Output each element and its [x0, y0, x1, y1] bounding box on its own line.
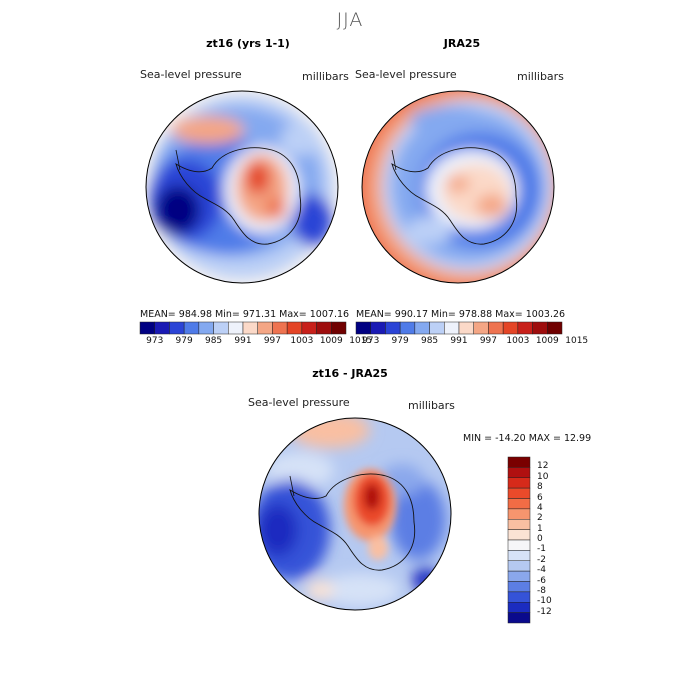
colorbar-tick-label: -1 — [537, 544, 546, 555]
panel-diff-stats: MIN = -14.20 MAX = 12.99 — [463, 433, 592, 444]
colorbar-swatch — [370, 321, 386, 335]
colorbar-tick-label: 12 — [537, 461, 549, 472]
colorbar-swatch — [507, 591, 531, 603]
colorbar-tick-label: 973 — [362, 336, 380, 346]
colorbar-tick-label: 1015 — [349, 336, 373, 346]
colorbar-tick-label: 985 — [204, 336, 223, 346]
colorbar-swatch — [139, 321, 155, 335]
colorbar-swatch — [507, 487, 531, 499]
colorbar-tick-label: -6 — [537, 575, 546, 586]
colorbar-swatch — [242, 321, 258, 335]
colorbar-swatch — [213, 321, 229, 335]
panel-diff-units-label: millibars — [408, 399, 455, 412]
colorbar-swatch — [399, 321, 416, 335]
colorbar-tick-label: 1003 — [290, 336, 314, 346]
colorbar-tick-label: 979 — [175, 336, 193, 346]
colorbar-tick-label: 4 — [537, 502, 543, 513]
colorbar-swatch — [301, 321, 317, 335]
colorbar-swatch — [355, 321, 371, 335]
colorbar-tick-label: -12 — [537, 606, 552, 617]
colorbar-tick-label: -8 — [537, 585, 546, 596]
colorbar-swatch — [385, 321, 401, 335]
colorbar-swatch — [507, 477, 531, 489]
colorbar-tick-label: -10 — [537, 596, 552, 607]
colorbar-swatch — [257, 321, 273, 335]
colorbar-swatch — [444, 321, 460, 335]
colorbar-swatch — [507, 560, 531, 572]
colorbar-swatch — [507, 581, 531, 593]
colorbar-tick-label: 10 — [537, 471, 549, 482]
colorbar-swatch — [507, 570, 531, 582]
colorbar-swatch — [532, 321, 548, 335]
panel-obs-variable-label: Sea-level pressure — [355, 68, 457, 81]
colorbar-swatch — [473, 321, 489, 335]
colorbar-swatch — [507, 539, 531, 551]
colorbar-swatch — [507, 456, 531, 468]
panel-model-title: zt16 (yrs 1-1) — [206, 37, 290, 50]
panel-diff-colorbar-ticks: 12 10 8 6 4 2 1 0 -1 -2 -4 -6 -8 -10 -12 — [537, 456, 577, 626]
panel-diff-title: zt16 - JRA25 — [312, 367, 388, 380]
colorbar-tick-label: 991 — [450, 336, 468, 346]
panel-model-variable-label: Sea-level pressure — [140, 68, 242, 81]
colorbar-tick-label: 1 — [537, 523, 543, 534]
panel-diff-variable-label: Sea-level pressure — [248, 396, 350, 409]
colorbar-swatch — [316, 321, 332, 335]
colorbar-swatch — [507, 550, 531, 561]
colorbar-tick-label: 1009 — [535, 336, 559, 346]
colorbar-tick-label: 1015 — [565, 336, 589, 346]
panel-obs-units-label: millibars — [517, 70, 564, 83]
colorbar-tick-label: 1003 — [506, 336, 530, 346]
panel-model-colorbar-ticks: 973 979 985 991 997 1003 1009 1015 — [146, 336, 372, 348]
colorbar-swatch — [502, 321, 519, 335]
colorbar-tick-label: 973 — [146, 336, 164, 346]
colorbar-swatch — [507, 529, 531, 541]
colorbar-tick-label: -4 — [537, 565, 546, 576]
colorbar-swatch — [331, 321, 347, 335]
colorbar-tick-label: 985 — [420, 336, 439, 346]
colorbar-swatch — [507, 519, 531, 530]
colorbar-tick-label: 997 — [263, 336, 282, 346]
colorbar-swatch — [183, 321, 200, 335]
colorbar-swatch — [414, 321, 430, 335]
colorbar-swatch — [169, 321, 185, 335]
panel-obs-colorbar-ticks: 973 979 985 991 997 1003 1009 1015 — [362, 336, 588, 348]
colorbar-tick-label: 979 — [391, 336, 409, 346]
panel-obs-stats: MEAN= 990.17 Min= 978.88 Max= 1003.26 — [356, 309, 566, 320]
colorbar-swatch — [154, 321, 170, 335]
colorbar-tick-label: 6 — [537, 492, 543, 503]
panel-model-units-label: millibars — [302, 70, 349, 83]
colorbar-swatch — [507, 612, 531, 624]
colorbar-swatch — [507, 602, 531, 613]
colorbar-swatch — [507, 498, 531, 510]
colorbar-swatch — [517, 321, 533, 335]
colorbar-swatch — [272, 321, 288, 335]
colorbar-tick-label: 2 — [537, 513, 543, 524]
panel-diff-colorbar — [507, 456, 531, 624]
colorbar-tick-label: 997 — [479, 336, 498, 346]
colorbar-tick-label: 991 — [234, 336, 252, 346]
colorbar-swatch — [547, 321, 563, 335]
colorbar-tick-label: 1009 — [319, 336, 343, 346]
colorbar-swatch — [286, 321, 303, 335]
colorbar-swatch — [458, 321, 474, 335]
colorbar-swatch — [507, 467, 531, 478]
panel-obs-colorbar — [355, 321, 563, 335]
panel-model-stats: MEAN= 984.98 Min= 971.31 Max= 1007.16 — [140, 309, 350, 320]
season-title: JJA — [336, 9, 364, 31]
colorbar-tick-label: 8 — [537, 482, 543, 493]
colorbar-swatch — [507, 508, 531, 520]
colorbar-swatch — [429, 321, 445, 335]
panel-model-colorbar — [139, 321, 347, 335]
colorbar-swatch — [228, 321, 244, 335]
panel-obs-title: JRA25 — [443, 37, 481, 50]
colorbar-tick-label: -2 — [537, 554, 546, 565]
colorbar-swatch — [198, 321, 214, 335]
colorbar-tick-label: 0 — [537, 534, 543, 544]
colorbar-swatch — [488, 321, 504, 335]
